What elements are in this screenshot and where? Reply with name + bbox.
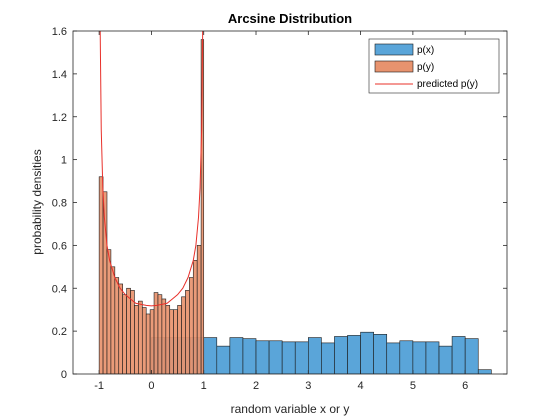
px-bar	[334, 336, 348, 374]
px-bar	[229, 337, 244, 374]
x-axis-ticks: -1 0 1 2 3 4 5 6	[94, 31, 468, 392]
px-bar	[399, 340, 414, 374]
y-tick-label: 1.4	[52, 69, 67, 81]
legend-label-py: p(y)	[417, 62, 434, 73]
py-bar	[185, 290, 190, 374]
x-tick-label: 5	[410, 380, 416, 392]
py-bar	[149, 309, 155, 374]
py-bar	[157, 294, 163, 374]
x-tick-label: -1	[94, 380, 104, 392]
py-bar	[106, 249, 112, 374]
x-tick-label: 3	[305, 380, 311, 392]
px-bar	[203, 337, 218, 374]
y-tick-label: 0.6	[52, 240, 67, 252]
x-tick-label: 1	[201, 380, 207, 392]
px-bar	[464, 338, 479, 374]
y-tick-label: 0.2	[52, 326, 67, 338]
x-tick-label: 0	[148, 380, 154, 392]
px-bar	[425, 341, 440, 374]
px-bar	[255, 340, 270, 374]
py-bar	[145, 313, 151, 374]
py-bar	[110, 266, 116, 374]
x-tick-label: 4	[358, 380, 364, 392]
y-axis-label: probability densities	[30, 149, 44, 254]
legend-swatch-py	[374, 60, 414, 73]
py-bar	[196, 245, 202, 374]
legend: p(x) p(y) predicted p(y)	[368, 38, 500, 94]
py-bar	[98, 176, 104, 374]
py-bar	[192, 260, 198, 374]
chart-title: Arcsine Distribution	[228, 11, 352, 26]
y-tick-label: 1.6	[52, 26, 67, 38]
py-bar	[126, 287, 131, 374]
py-bar	[130, 290, 135, 374]
y-tick-label: 1.2	[52, 112, 67, 124]
py-bar	[114, 277, 120, 374]
px-bar	[477, 369, 492, 374]
py-bar	[189, 277, 194, 374]
py-bar	[181, 296, 186, 374]
px-bar	[386, 342, 401, 374]
series-py-bars	[98, 39, 205, 374]
py-bar	[122, 294, 127, 374]
x-tick-label: 6	[462, 380, 468, 392]
x-tick-label: 2	[253, 380, 259, 392]
px-bar	[281, 341, 296, 374]
y-tick-label: 1	[61, 155, 67, 167]
px-bar	[308, 337, 322, 374]
py-bar	[141, 307, 147, 374]
px-bar	[268, 340, 283, 374]
py-bar	[173, 309, 178, 374]
py-bar	[165, 305, 171, 374]
px-bar	[242, 338, 257, 374]
px-bar	[373, 334, 388, 374]
py-bar	[169, 309, 174, 374]
py-bar	[102, 191, 108, 374]
legend-label-predicted: predicted p(y)	[417, 79, 478, 90]
px-bar	[216, 345, 231, 374]
py-bar	[177, 305, 182, 374]
px-bar	[347, 335, 361, 374]
predicted-py-line	[99, 31, 204, 307]
py-bar	[118, 283, 123, 374]
y-tick-label: 0	[61, 369, 67, 381]
px-bar	[294, 341, 309, 374]
y-tick-label: 0.8	[52, 198, 67, 210]
px-bar	[438, 345, 453, 374]
y-tick-label: 0.4	[52, 283, 67, 295]
px-bar	[360, 331, 374, 374]
legend-label-px: p(x)	[417, 45, 434, 56]
legend-swatch-px	[374, 43, 414, 56]
py-bar	[161, 298, 167, 374]
y-axis-ticks: 0 0.2 0.4 0.6 0.8 1 1.2 1.4 1.6	[52, 26, 507, 381]
x-axis-label: random variable x or y	[231, 402, 350, 416]
px-bar	[451, 336, 466, 374]
py-bar	[138, 300, 143, 374]
py-bar	[134, 305, 139, 374]
px-bar	[321, 342, 335, 374]
px-bar	[412, 341, 427, 374]
